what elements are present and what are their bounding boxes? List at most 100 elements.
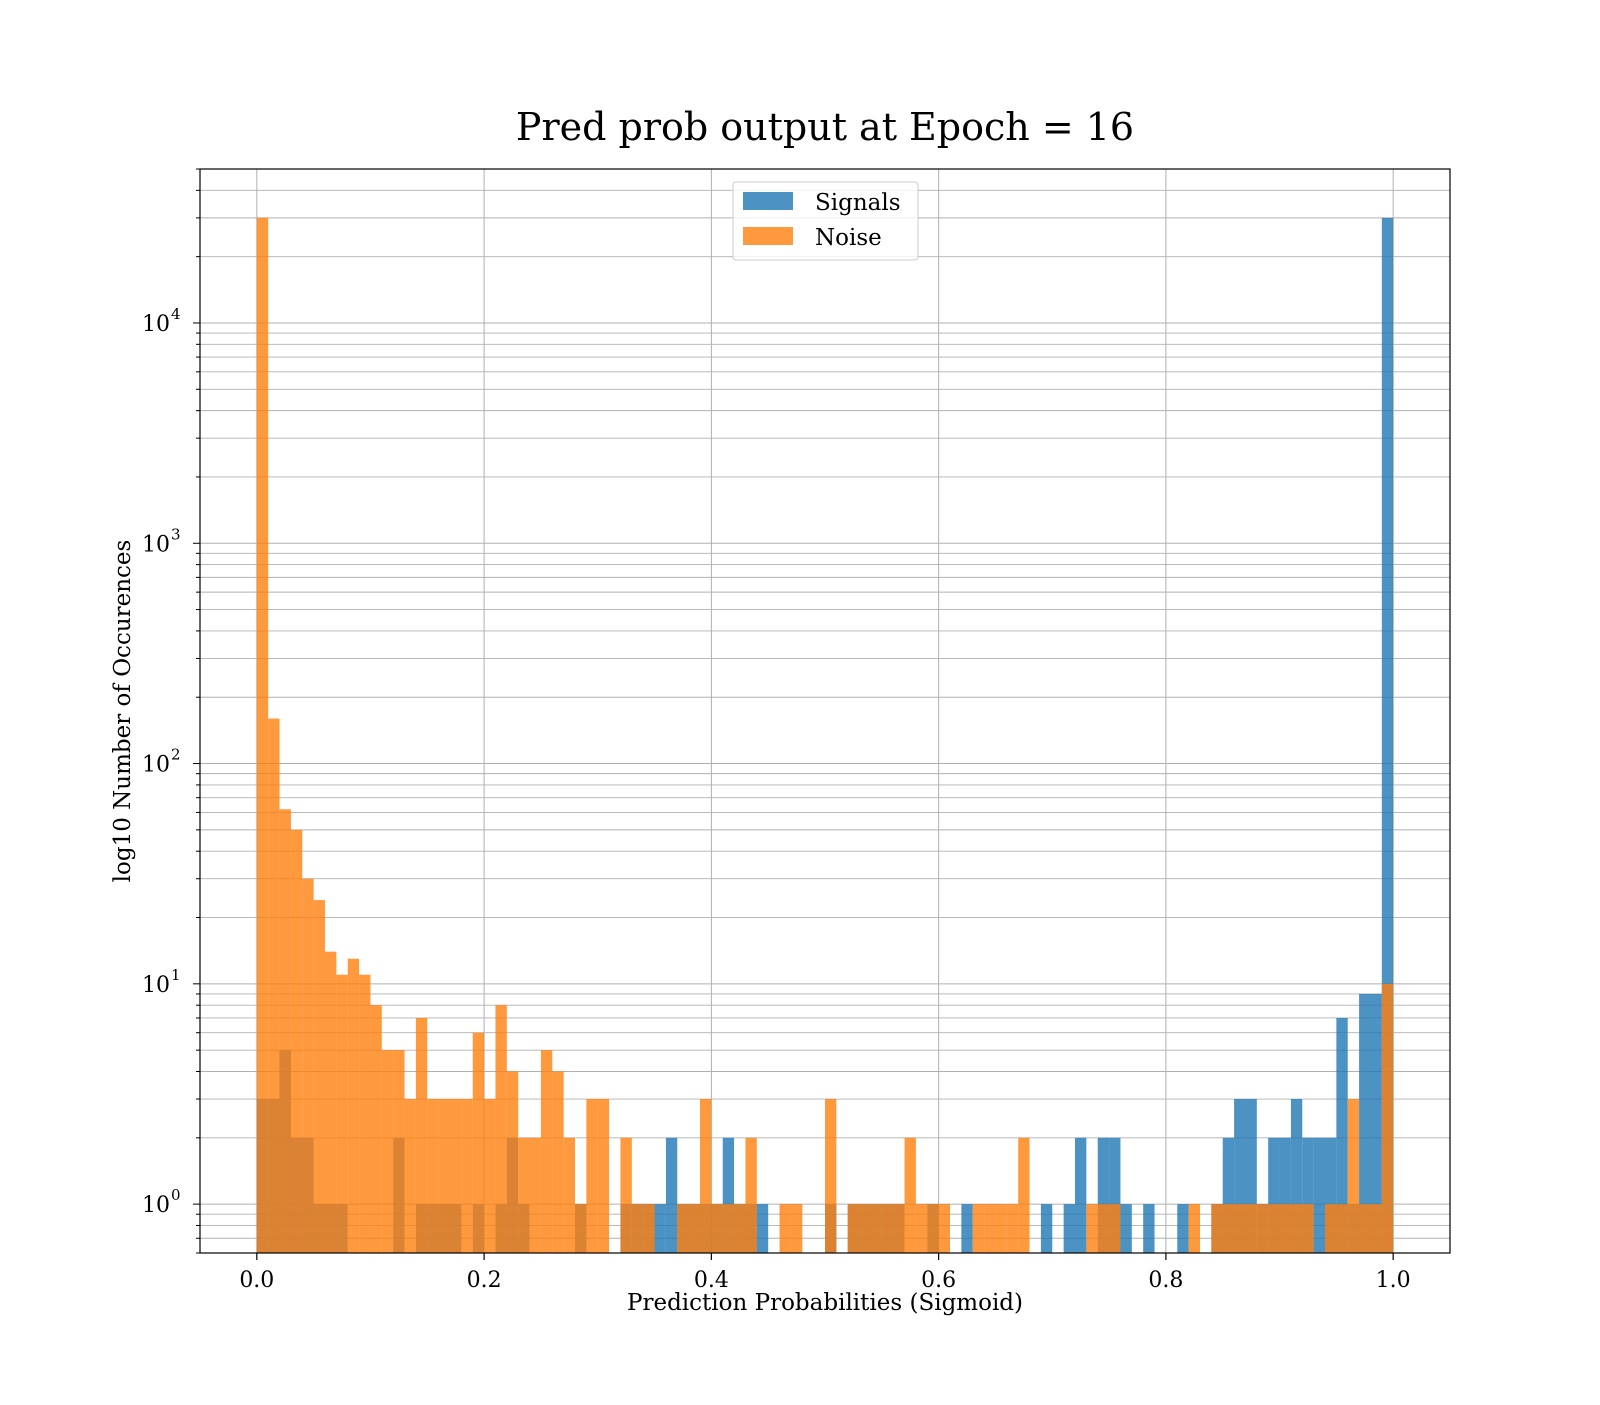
bar-signals [1336,1017,1348,1253]
bar-signals [1075,1137,1087,1253]
bar-signals [1268,1137,1280,1253]
bar-noise [790,1204,803,1253]
bar-signals [654,1204,666,1253]
bar-signals [665,1137,678,1253]
x-axis-label: Prediction Probabilities (Sigmoid) [627,1290,1023,1316]
y-tick-label: 10 [142,532,170,557]
bar-noise [881,1204,894,1253]
bar-signals [1120,1204,1132,1253]
bar-signals [1143,1204,1155,1253]
bar-noise [859,1204,871,1253]
bar-noise [302,878,314,1253]
bar-noise [586,1099,598,1253]
bar-signals [1370,993,1382,1253]
bar-noise [268,718,280,1253]
histogram-bars [256,217,1394,1254]
bar-noise [575,1204,587,1253]
bar-noise [461,1099,473,1253]
bar-noise [1290,1204,1303,1253]
bar-noise [1188,1204,1200,1253]
bar-noise [722,1204,735,1253]
legend: Signals Noise [732,181,919,261]
x-tick-label: 0.0 [239,1268,274,1293]
bar-signals [1290,1099,1303,1253]
x-tick-label: 0.6 [921,1268,956,1293]
bar-noise [972,1204,985,1253]
y-tick-label-exponent: 3 [171,525,181,543]
x-tick-label: 0.2 [467,1268,502,1293]
bar-noise [381,1050,394,1253]
y-tick-label: 10 [142,753,170,778]
bar-signals [1359,993,1371,1253]
y-tick-label-exponent: 0 [171,1186,181,1204]
x-tick-label: 0.8 [1148,1268,1183,1293]
legend-label-noise: Noise [815,225,882,251]
bar-noise [506,1071,519,1253]
bar-noise [711,1204,723,1253]
bar-noise [1381,983,1394,1253]
y-tick-label-exponent: 1 [171,966,181,984]
y-tick-label: 10 [142,312,170,337]
bar-noise [347,958,360,1253]
bar-noise [370,1005,382,1253]
y-tick-label-exponent: 4 [171,305,181,323]
bar-noise [643,1204,655,1253]
x-tick-label: 0.4 [694,1268,729,1293]
bar-signals [1381,217,1394,1254]
y-axis-label: log10 Number of Occurences [110,540,136,883]
bar-noise [893,1204,905,1253]
chart-title: Pred prob output at Epoch = 16 [516,105,1134,149]
bar-signals [756,1204,769,1253]
bar-noise [825,1099,837,1253]
bar-noise [1325,1204,1337,1253]
bar-noise [336,974,348,1253]
bar-signals [1222,1137,1235,1253]
bar-noise [1359,1204,1371,1253]
bar-noise [290,829,303,1253]
bar-noise [1370,1204,1382,1253]
axes [199,168,1451,1254]
bar-signals [1097,1137,1110,1253]
legend-label-signals: Signals [815,190,901,216]
bar-noise [734,1204,746,1253]
bar-noise [1256,1204,1269,1253]
bar-noise [1268,1204,1280,1253]
bar-noise [325,951,337,1253]
bar-noise [597,1099,610,1253]
bar-signals [961,1204,973,1253]
bar-noise [984,1204,996,1253]
bar-noise [450,1099,462,1253]
bar-noise [1234,1204,1246,1253]
bar-noise [484,1099,496,1253]
bar-noise [847,1204,860,1253]
bar-noise [552,1071,564,1253]
bar-noise [540,1050,553,1253]
bar-noise [677,1204,689,1253]
bar-noise [745,1137,757,1253]
bar-noise [256,217,269,1254]
y-tick-label-exponent: 2 [171,746,181,764]
bar-noise [313,900,325,1253]
bar-noise [472,1032,485,1253]
bar-noise [438,1099,450,1253]
plot-background [200,169,1450,1253]
bar-noise [1245,1204,1257,1253]
bar-noise [1109,1204,1121,1253]
bar-noise [529,1137,541,1253]
bar-noise [427,1099,439,1253]
bar-noise [700,1099,712,1253]
y-tick-label: 10 [142,1193,170,1218]
bar-noise [518,1137,530,1253]
bar-signals [1245,1099,1257,1253]
legend-swatch-noise [743,227,793,245]
bar-signals [722,1137,735,1253]
bar-signals [1325,1137,1337,1253]
bar-signals [1279,1137,1291,1253]
bar-noise [404,1099,416,1253]
bar-noise [1279,1204,1291,1253]
bar-signals [1063,1204,1075,1253]
bar-noise [1347,1099,1360,1253]
